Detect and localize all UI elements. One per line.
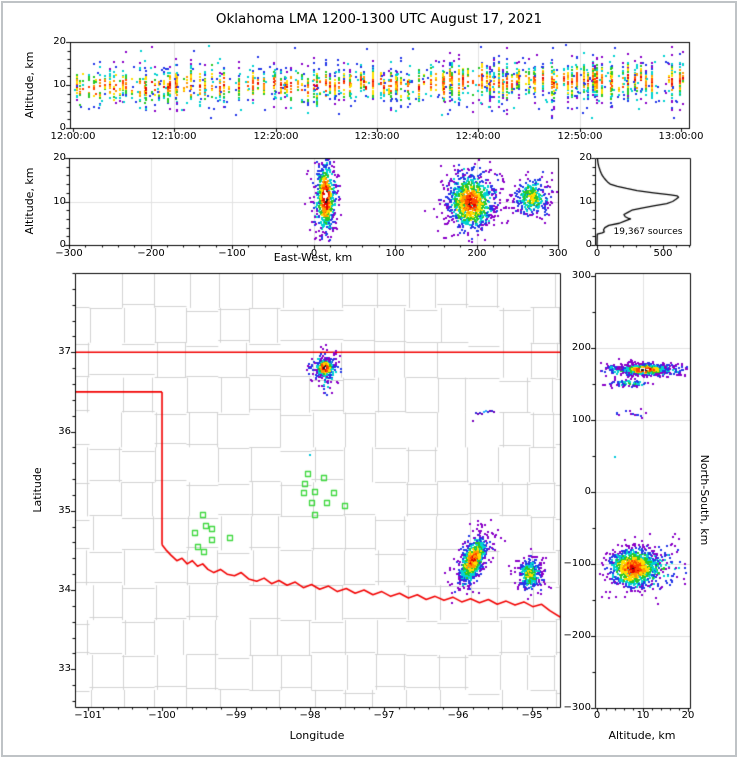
- ew_height-ytick-label: 10: [53, 196, 66, 207]
- map-xtick-label: −99: [225, 710, 247, 721]
- map-xtick-label: −95: [521, 710, 543, 721]
- time_height-xtick-label: 12:00:00: [50, 131, 96, 142]
- ns_height-xtick-label: 0: [593, 710, 601, 721]
- ns_height-ytick-label: −100: [563, 558, 591, 569]
- ew_height-ytick-label: 0: [59, 239, 66, 250]
- map-xlabel: Longitude: [289, 729, 345, 742]
- time_height-xtick-label: 12:20:00: [253, 131, 299, 142]
- ns_height-xtick-label: 20: [681, 710, 695, 721]
- ns_height-ytick-label: 200: [571, 342, 591, 353]
- map-xtick-label: −97: [373, 710, 395, 721]
- histogram-xtick-label: 500: [653, 248, 673, 259]
- map-ytick-label: 36: [58, 426, 71, 437]
- ew_height-xtick-label: −300: [55, 248, 83, 259]
- ew_height-xtick-label: −200: [137, 248, 165, 259]
- map-ytick-label: 35: [58, 505, 71, 516]
- histogram-ytick-label: 0: [585, 239, 592, 250]
- histogram-ytick-label: 10: [579, 196, 592, 207]
- map-xtick-label: −98: [299, 710, 321, 721]
- figure-title: Oklahoma LMA 1200-1300 UTC August 17, 20…: [215, 11, 543, 27]
- ns_height-ytick-label: 100: [571, 414, 591, 425]
- map-ylabel: Latitude: [31, 467, 44, 513]
- time_height-ytick-label: 20: [53, 36, 66, 47]
- ns-panel-ylabel: North-South, km: [698, 454, 711, 546]
- time_height-xtick-label: 12:10:00: [151, 131, 197, 142]
- time_height-xtick-label: 12:40:00: [455, 131, 501, 142]
- map-ytick-label: 37: [58, 346, 71, 357]
- histogram-ytick-label: 20: [579, 152, 592, 163]
- source-count-annotation: 19,367 sources: [613, 227, 683, 237]
- ns_height-ytick-label: 300: [571, 270, 591, 281]
- ew_height-xtick-label: 100: [385, 248, 405, 259]
- ns_height-ytick-label: −200: [563, 630, 591, 641]
- ns-panel-xlabel: Altitude, km: [608, 729, 676, 742]
- map-xtick-label: −100: [148, 710, 176, 721]
- time_height-ytick-label: 10: [53, 79, 66, 90]
- map-ytick-label: 33: [58, 663, 71, 674]
- histogram-xtick-label: 0: [593, 248, 601, 259]
- ns_height-ytick-label: 0: [584, 486, 591, 497]
- ns_height-xtick-label: 10: [636, 710, 650, 721]
- map-xtick-label: −96: [447, 710, 469, 721]
- map-xtick-label: −101: [74, 710, 102, 721]
- ew_height-xtick-label: 300: [548, 248, 568, 259]
- ew_height-xtick-label: −100: [218, 248, 246, 259]
- ew_height-xtick-label: 0: [310, 248, 318, 259]
- ew-panel-xlabel: East-West, km: [273, 251, 353, 264]
- map-ytick-label: 34: [58, 584, 71, 595]
- ew_height-ytick-label: 20: [53, 152, 66, 163]
- ew_height-xtick-label: 200: [467, 248, 487, 259]
- time_height-xtick-label: 12:50:00: [557, 131, 603, 142]
- time_height-xtick-label: 12:30:00: [354, 131, 400, 142]
- ns_height-ytick-label: −300: [563, 702, 591, 713]
- time_height-xtick-label: 13:00:00: [658, 131, 704, 142]
- time_height-ytick-label: 0: [59, 122, 66, 133]
